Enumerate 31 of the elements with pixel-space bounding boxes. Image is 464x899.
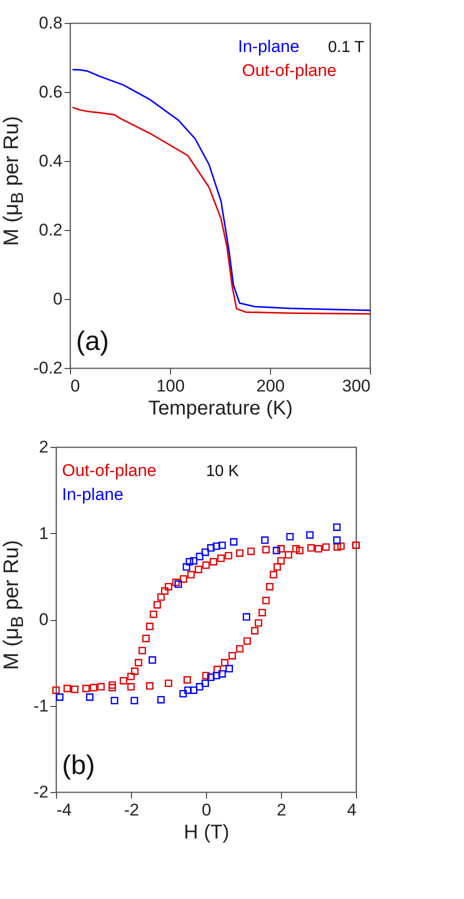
y-tick-label: -1	[33, 696, 48, 716]
text: In-plane	[238, 37, 300, 56]
y-tick-label: -0.2	[33, 358, 62, 378]
y-tick-label: 0.8	[38, 14, 62, 32]
y-tick-label: 0	[53, 290, 62, 308]
x-axis-title: Temperature (K)	[148, 398, 293, 420]
x-tick-label: 2	[276, 800, 286, 820]
y-tick-label: 0.6	[38, 82, 62, 102]
y-tick-label: 2	[39, 438, 48, 456]
annotation: 10 K	[206, 463, 240, 480]
x-axis-title: H (T)	[184, 822, 230, 844]
x-tick-label: -4	[56, 800, 72, 820]
x-tick-label: -2	[124, 800, 140, 820]
annotation: (b)	[62, 750, 95, 780]
y-tick-label: -2	[33, 782, 48, 802]
x-tick-label: 0	[202, 800, 212, 820]
line-series	[72, 106, 371, 315]
annotation: (a)	[76, 326, 109, 356]
y-tick-label: 0.4	[38, 152, 62, 170]
x-tick-label: 100	[156, 376, 185, 396]
y-tick-label: 0	[39, 610, 48, 629]
y-tick-label: 0.2	[38, 220, 62, 240]
x-tick-label: 300	[342, 376, 370, 396]
text: Out-of-plane	[62, 461, 156, 480]
x-tick-label: 0	[70, 376, 80, 396]
y-tick-label: 1	[39, 524, 48, 543]
x-tick-label: 4	[347, 800, 356, 820]
annotation: 0.1 T	[328, 39, 364, 56]
text: In-plane	[62, 485, 124, 504]
x-tick-label: 200	[256, 376, 285, 396]
text: Out-of-plane	[242, 61, 336, 80]
